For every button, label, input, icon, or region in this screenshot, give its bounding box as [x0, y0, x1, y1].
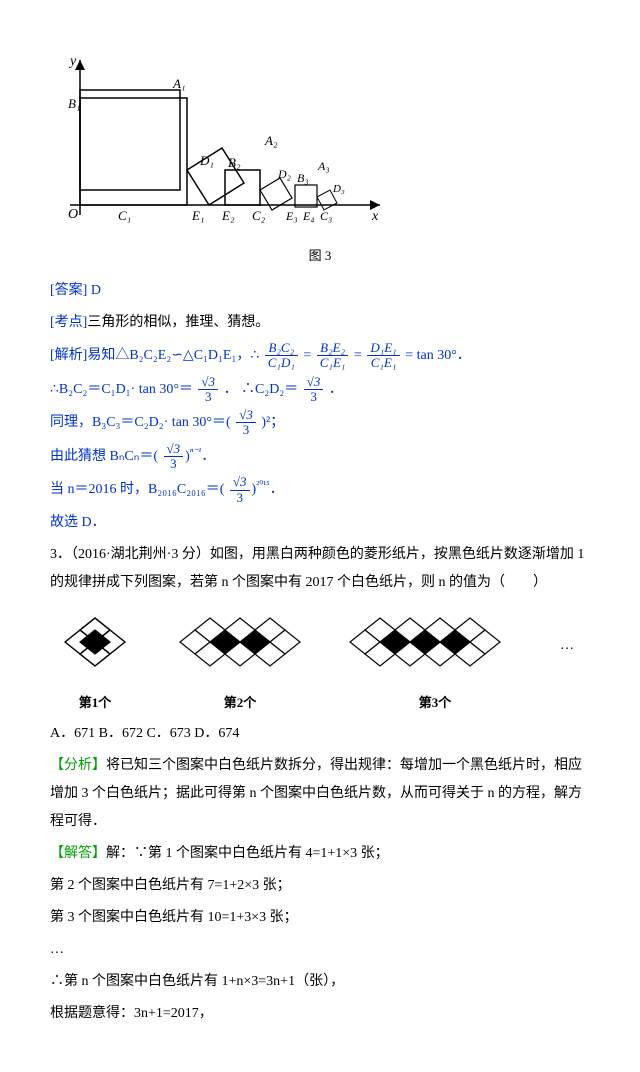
svg-text:D₁: D₁ — [199, 153, 214, 168]
fenxi-text: 将已知三个图案中白色纸片数拆分，得出规律：每增加一个黑色纸片时，相应增加 3 个… — [50, 758, 582, 829]
jieda-ln: ∴第 n 个图案中白色纸片有 1+n×3=3n+1（张）， — [50, 968, 590, 996]
svg-text:B₁: B₁ — [68, 96, 80, 111]
frac-1: B₂C₂C₁D₁ — [265, 341, 298, 371]
jiexi-lead: 易知△B₂C₂E₂∽△C₁D₁E₁，∴ — [87, 348, 262, 363]
kaodian-text: 三角形的相似，推理、猜想。 — [87, 315, 269, 330]
c2d2-lead: ． ∴C₂D₂＝ — [224, 382, 299, 397]
answer-line: [答案] D — [50, 277, 590, 305]
jiexi-eq-tail: = tan 30°． — [405, 348, 471, 363]
l2016-exp: ²⁰¹⁵ — [256, 480, 270, 491]
svg-text:A₂: A₂ — [264, 133, 278, 148]
frac-sqrt3-3-e: √33 — [230, 475, 250, 505]
svg-text:C₂: C₂ — [252, 208, 266, 223]
jieda-dots: … — [50, 936, 590, 964]
pattern-1-svg — [50, 607, 140, 677]
frac-2: B₂E₂C₁E₁ — [317, 341, 349, 371]
figure-3: O x y B₁ A₁ C₁ D₁ E₁ B₂ A₂ E₂ C₂ D₂ B₃ A… — [50, 40, 590, 269]
svg-text:E₃: E₃ — [285, 209, 298, 223]
frac-sqrt3-3-c: √33 — [236, 408, 256, 438]
svg-text:A₁: A₁ — [172, 76, 185, 91]
jieda-l3: 第 3 个图案中白色纸片有 10=1+3×3 张； — [50, 904, 590, 932]
l2016-lead: 当 n＝2016 时，B₂₀₁₆C₂₀₁₆＝( — [50, 482, 224, 497]
bncn-exp: ⁿ⁻¹ — [190, 446, 201, 457]
q3-lead: 3．（2016·湖北荆州·3 分）如图，用黑白两种颜色的菱形纸片，按黑色纸片数逐… — [50, 541, 590, 597]
jiexi-line-1: [解析]易知△B₂C₂E₂∽△C₁D₁E₁，∴ B₂C₂C₁D₁ = B₂E₂C… — [50, 341, 590, 371]
b3c3-lead: 同理，B₃C₃＝C₂D₂· tan 30°＝( — [50, 415, 231, 430]
svg-text:B₂: B₂ — [228, 155, 241, 170]
jiexi-line-2: ∴B₂C₂＝C₁D₁· tan 30°＝ √33 ． ∴C₂D₂＝ √33 ． — [50, 375, 590, 405]
pattern-3-label: 第3个 — [340, 690, 530, 716]
svg-text:C₃: C₃ — [320, 209, 332, 223]
svg-text:E₄: E₄ — [302, 209, 315, 223]
pattern-ellipsis: … — [560, 632, 574, 690]
bncn-tail: ． — [201, 449, 215, 464]
jiexi-line-5: 当 n＝2016 时，B₂₀₁₆C₂₀₁₆＝( √33)²⁰¹⁵． — [50, 475, 590, 505]
svg-text:y: y — [68, 54, 77, 69]
kaodian-line: [考点]三角形的相似，推理、猜想。 — [50, 309, 590, 337]
jieda-l1: 【解答】解：∵第 1 个图案中白色纸片有 4=1+1×3 张； — [50, 840, 590, 868]
pattern-2-label: 第2个 — [170, 690, 310, 716]
svg-text:A₃: A₃ — [317, 159, 330, 173]
pattern-2: 第2个 — [170, 607, 310, 716]
svg-text:E₂: E₂ — [221, 208, 235, 223]
frac-sqrt3-3-b: √33 — [304, 375, 324, 405]
figure-3-caption: 图 3 — [50, 243, 590, 269]
svg-text:x: x — [371, 209, 379, 224]
svg-text:D₃: D₃ — [332, 183, 345, 195]
pattern-1-label: 第1个 — [50, 690, 140, 716]
jieda-l2: 第 2 个图案中白色纸片有 7=1+2×3 张； — [50, 872, 590, 900]
pattern-3-svg — [340, 607, 530, 677]
frac-3: D₁E₁C₁E₁ — [367, 341, 399, 371]
fenxi-label: 【分析】 — [50, 758, 106, 773]
bncn-lead: 由此猜想 BₙCₙ＝( — [50, 449, 158, 464]
frac-sqrt3-3-a: √33 — [198, 375, 218, 405]
kaodian-label: [考点] — [50, 315, 87, 330]
svg-text:D₂: D₂ — [277, 167, 291, 181]
jieda-eq: 根据题意得：3n+1=2017， — [50, 1000, 590, 1028]
b3c3-tail: )²； — [261, 415, 284, 430]
options-line: A．671 B．672 C．673 D．674 — [50, 720, 590, 748]
svg-text:O: O — [68, 207, 78, 222]
guxuan-line: 故选 D． — [50, 509, 590, 537]
pattern-2-svg — [170, 607, 310, 677]
l2016-tail: ． — [270, 482, 284, 497]
jieda-lead: 解：∵第 1 个图案中白色纸片有 4=1+1×3 张； — [106, 846, 389, 861]
bc2-lead: ∴B₂C₂＝C₁D₁· tan 30°＝ — [50, 382, 193, 397]
pattern-3: 第3个 — [340, 607, 530, 716]
pattern-row: 第1个 第2个 — [50, 607, 590, 716]
fenxi-para: 【分析】将已知三个图案中白色纸片数拆分，得出规律：每增加一个黑色纸片时，相应增加… — [50, 752, 590, 836]
figure-3-svg: O x y B₁ A₁ C₁ D₁ E₁ B₂ A₂ E₂ C₂ D₂ B₃ A… — [50, 40, 390, 230]
jiexi-line-4: 由此猜想 BₙCₙ＝( √33)ⁿ⁻¹． — [50, 442, 590, 472]
jiexi-label: [解析] — [50, 348, 87, 363]
svg-text:E₁: E₁ — [191, 208, 204, 223]
svg-text:C₁: C₁ — [118, 208, 131, 223]
svg-text:B₃: B₃ — [297, 171, 309, 185]
pattern-1: 第1个 — [50, 607, 140, 716]
frac-sqrt3-3-d: √33 — [164, 442, 184, 472]
jieda-label: 【解答】 — [50, 846, 106, 861]
jiexi-line-3: 同理，B₃C₃＝C₂D₂· tan 30°＝( √33 )²； — [50, 408, 590, 438]
